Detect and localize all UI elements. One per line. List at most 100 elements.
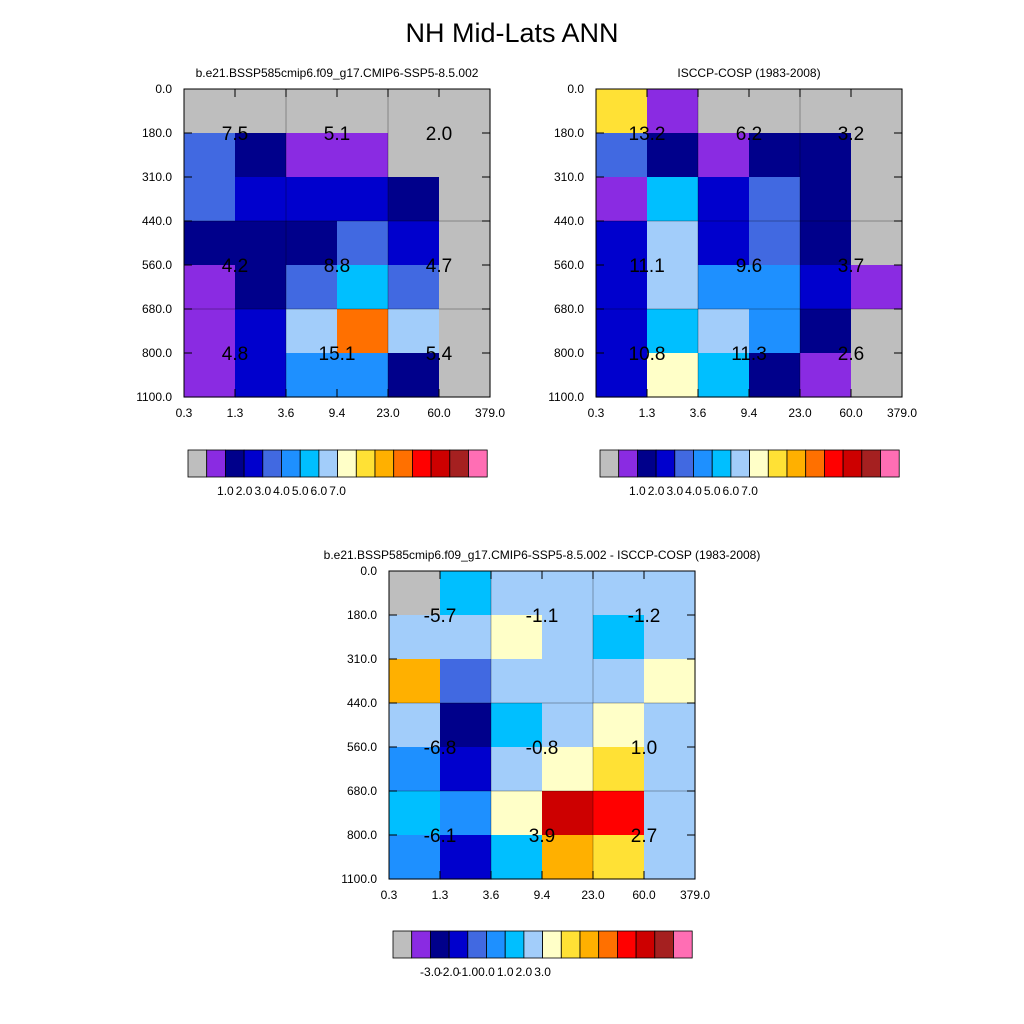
heatmap-cell <box>184 221 236 266</box>
heatmap-cell <box>698 353 750 398</box>
heatmap-cell <box>389 615 441 660</box>
cell-annotation: 3.9 <box>529 826 555 847</box>
colorbar-swatch <box>767 449 788 478</box>
heatmap-cell <box>388 177 440 222</box>
y-tick-label: 0.0 <box>155 82 172 96</box>
cell-annotation: -1.1 <box>526 606 559 627</box>
cell-annotation: -6.8 <box>424 738 457 759</box>
y-tick-label: 560.0 <box>142 258 172 272</box>
heatmap-cell <box>596 265 648 310</box>
colorbar-swatch <box>448 930 469 959</box>
heatmap-cell <box>337 221 389 266</box>
heatmap-cell <box>647 265 699 310</box>
heatmap-cell <box>337 353 389 398</box>
heatmap-cell <box>389 791 441 836</box>
heatmap-cell <box>542 571 594 616</box>
cell-annotation: 13.2 <box>629 124 666 145</box>
colorbar-swatch <box>224 449 245 478</box>
heatmap-cell <box>439 221 491 266</box>
heatmap-cell <box>542 659 594 704</box>
heatmap-cell <box>851 133 903 178</box>
colorbar-swatch <box>560 930 581 959</box>
x-tick-label: 379.0 <box>475 406 505 420</box>
x-tick-label: 60.0 <box>632 888 656 902</box>
y-tick-label: 440.0 <box>142 214 172 228</box>
heatmap-cell <box>851 309 903 354</box>
heatmap-cell <box>749 353 801 398</box>
heatmap-cell <box>184 133 236 178</box>
heatmap-cell <box>647 221 699 266</box>
colorbar-swatch <box>880 449 900 478</box>
cell-annotation: 3.7 <box>838 256 864 277</box>
colorbar-label: 5.0 <box>292 484 309 498</box>
colorbar-swatch <box>711 449 732 478</box>
cell-annotation: 2.6 <box>838 344 864 365</box>
heatmap-cell <box>749 89 801 134</box>
page-title: NH Mid-Lats ANN <box>405 18 619 48</box>
x-tick-label: 0.3 <box>176 406 193 420</box>
y-tick-label: 1100.0 <box>136 390 172 404</box>
heatmap-cell <box>235 133 287 178</box>
heatmap-cell <box>388 265 440 310</box>
heatmap-cell <box>439 353 491 398</box>
heatmap-cell <box>337 89 389 134</box>
y-tick-label: 680.0 <box>554 302 584 316</box>
colorbar-label: 3.0 <box>254 484 271 498</box>
colorbar-swatch <box>655 449 676 478</box>
heatmap-cell <box>388 309 440 354</box>
heatmap-cell <box>593 835 645 880</box>
x-tick-label: 23.0 <box>581 888 605 902</box>
colorbar-swatch <box>842 449 863 478</box>
colorbar-swatch <box>429 930 450 959</box>
colorbar-swatch <box>206 449 226 478</box>
heatmap-cell <box>235 177 287 222</box>
colorbar-swatch <box>486 930 506 959</box>
colorbar-swatch <box>730 449 751 478</box>
colorbar-swatch <box>187 449 208 478</box>
heatmap-cell <box>593 615 645 660</box>
colorbar-label: 4.0 <box>273 484 290 498</box>
y-tick-label: 680.0 <box>142 302 172 316</box>
cell-annotation: 4.7 <box>426 256 452 277</box>
colorbar-label: 4.0 <box>685 484 702 498</box>
heatmap-cell <box>337 265 389 310</box>
cell-annotation: -1.2 <box>628 606 661 627</box>
heatmap-cell <box>593 747 645 792</box>
heatmap-cell <box>440 791 492 836</box>
heatmap-cell <box>491 703 543 748</box>
colorbar-swatch <box>504 930 525 959</box>
x-tick-label: 9.4 <box>329 406 346 420</box>
x-tick-label: 23.0 <box>788 406 812 420</box>
cell-annotation: 4.8 <box>222 344 248 365</box>
heatmap-cell <box>647 177 699 222</box>
heatmap-cell <box>439 89 491 134</box>
colorbar-swatch <box>449 449 469 478</box>
y-tick-label: 800.0 <box>142 346 172 360</box>
heatmap-cell <box>749 177 801 222</box>
colorbar-label: 1.0 <box>497 965 514 979</box>
heatmap-cell <box>851 177 903 222</box>
heatmap-cell <box>593 703 645 748</box>
cell-annotation: 1.0 <box>631 738 657 759</box>
heatmap-cell <box>698 221 750 266</box>
heatmap-cell <box>388 221 440 266</box>
y-tick-label: 680.0 <box>347 784 377 798</box>
heatmap-cell <box>286 353 338 398</box>
heatmap-cell <box>800 177 852 222</box>
x-tick-label: 0.3 <box>381 888 398 902</box>
heatmap-cell <box>593 571 645 616</box>
heatmap-cell <box>184 265 236 310</box>
heatmap-cell <box>491 659 543 704</box>
heatmap-cell <box>440 747 492 792</box>
colorbar-label: 1.0 <box>629 484 646 498</box>
cell-annotation: 2.0 <box>426 124 452 145</box>
panel-top-left: b.e21.BSSP585cmip6.f09_g17.CMIP6-SSP5-8.… <box>136 66 505 498</box>
heatmap-cell <box>542 615 594 660</box>
cell-annotation: 11.1 <box>629 256 665 277</box>
colorbar-label: 3.0 <box>666 484 683 498</box>
colorbar-swatch <box>618 449 638 478</box>
heatmap-cell <box>749 309 801 354</box>
colorbar-label: 1.0 <box>217 484 234 498</box>
colorbar-label: 2.0 <box>648 484 665 498</box>
